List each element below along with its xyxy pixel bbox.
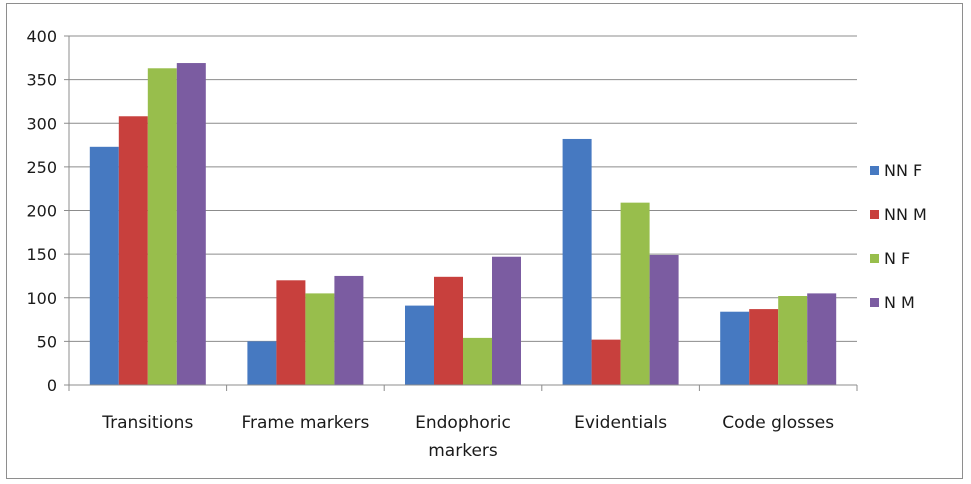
y-tick-label: 150	[26, 245, 57, 264]
y-tick-label: 400	[26, 27, 57, 46]
legend-label: N F	[884, 249, 910, 268]
legend-swatch	[870, 298, 879, 307]
legend-label: N M	[884, 293, 915, 312]
legend-swatch	[870, 254, 879, 263]
x-category-label: Code glosses	[722, 413, 834, 433]
y-tick-label: 50	[37, 332, 57, 351]
x-category-label: Evidentials	[574, 413, 667, 433]
bar-nn-f-2	[405, 305, 434, 385]
bar-nn-m-0	[118, 116, 148, 386]
x-category-label: markers	[428, 441, 498, 461]
bar-nn-m-1	[276, 280, 306, 385]
legend-label: NN F	[884, 161, 922, 180]
bar-n-f-1	[305, 293, 335, 385]
bar-nn-f-4	[720, 311, 750, 385]
bar-n-m-4	[807, 293, 837, 385]
bar-n-m-0	[176, 63, 206, 386]
bar-nn-f-0	[89, 146, 119, 385]
bar-n-f-2	[463, 337, 492, 385]
bar-nn-m-4	[749, 309, 779, 385]
bar-n-f-3	[620, 202, 650, 385]
bars	[89, 63, 837, 386]
bar-n-m-1	[334, 275, 364, 385]
bar-n-m-3	[649, 254, 679, 385]
bar-n-f-4	[778, 296, 808, 385]
legend-swatch	[870, 210, 879, 219]
x-category-label: Endophoric	[415, 413, 511, 433]
legend: NN F NN M N F N M	[870, 161, 927, 312]
x-category-label: Transitions	[101, 413, 193, 433]
bar-nn-m-3	[591, 339, 621, 385]
y-tick-label: 200	[26, 202, 57, 221]
y-tick-label: 100	[26, 289, 57, 308]
bar-nn-f-1	[247, 341, 277, 385]
bar-n-m-2	[492, 256, 521, 385]
y-tick-label: 350	[26, 71, 57, 90]
axes	[64, 35, 858, 391]
legend-label: NN M	[884, 205, 927, 224]
y-tick-label: 250	[26, 158, 57, 177]
bar-nn-m-2	[434, 276, 463, 385]
bar-nn-f-3	[562, 138, 592, 385]
x-category-label: Frame markers	[241, 413, 369, 433]
y-tick-label: 300	[26, 114, 57, 133]
legend-swatch	[870, 166, 879, 175]
labels: 0 50 100 150 200 250 300 350 400 Transitions Frame…	[26, 27, 834, 461]
y-tick-label: 0	[47, 376, 57, 395]
bar-n-f-0	[147, 68, 177, 385]
